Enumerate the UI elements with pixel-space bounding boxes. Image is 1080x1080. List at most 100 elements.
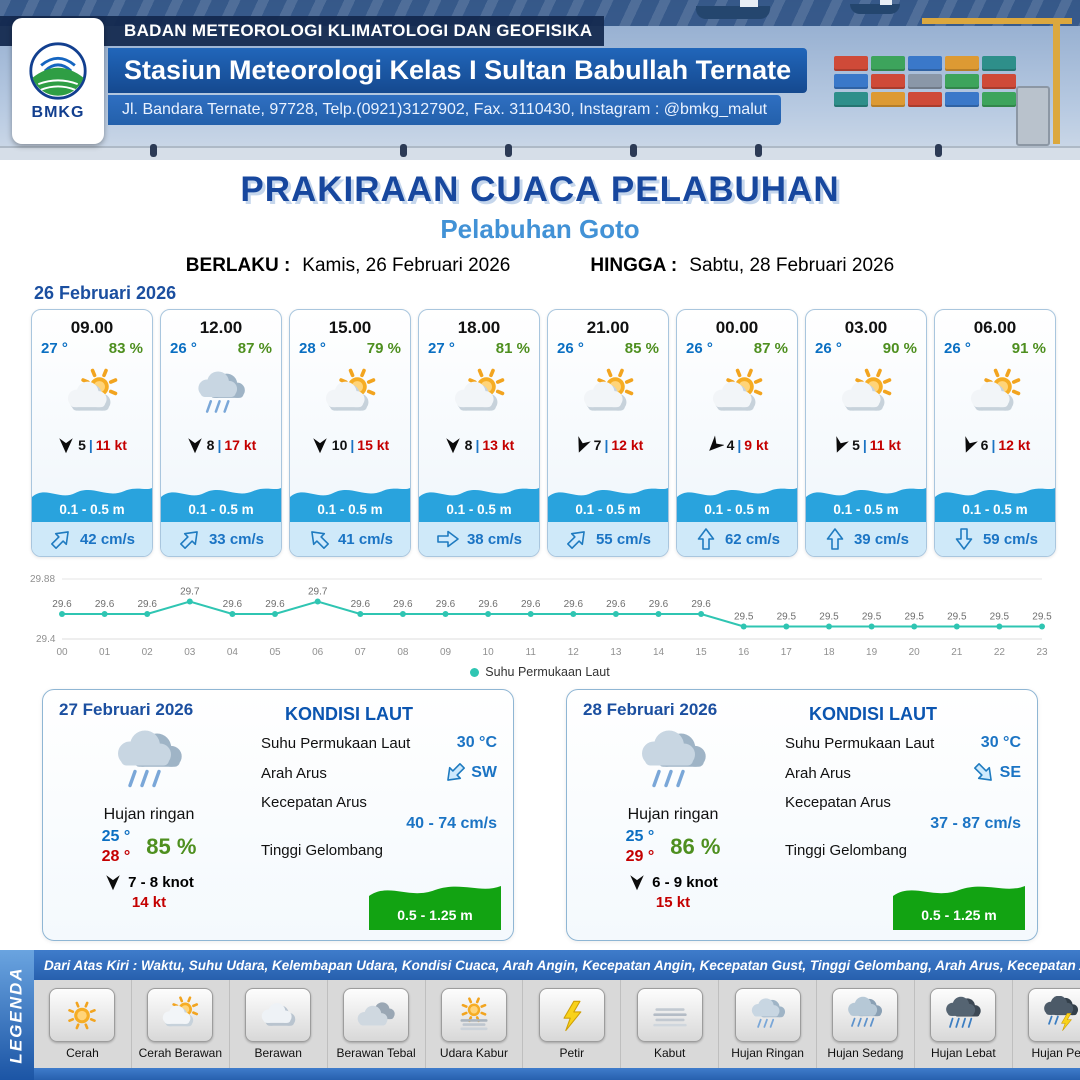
current-speed: 41 cm/s (337, 530, 394, 548)
current-speed: 62 cm/s (724, 530, 781, 548)
legend-item: Cerah Berawan (132, 980, 230, 1068)
current-direction-icon (436, 527, 460, 551)
air-temperature: 26 ° (170, 340, 197, 357)
wind-direction-icon (444, 435, 462, 455)
legend-item-label: Hujan Petir (1031, 1046, 1080, 1060)
wind-direction-icon (960, 435, 978, 455)
daily-temps: 25 ° 29 ° 86 % (626, 827, 721, 867)
wind-row: 7 - 8 knot (104, 872, 194, 892)
wave-height-band: 0.1 - 0.5 m (290, 478, 410, 522)
weather-icon (57, 359, 127, 431)
legend-vertical-label: LEGENDA (7, 966, 26, 1064)
bmkg-logo-text: BMKG (31, 103, 85, 121)
legend-item: Hujan Sedang (817, 980, 915, 1068)
svg-text:29.6: 29.6 (436, 599, 456, 610)
wind-row: 4 | 9 kt (706, 435, 768, 455)
humidity: 81 % (495, 340, 530, 357)
legend-item: Cerah (34, 980, 132, 1068)
hingga-label: HINGGA : (590, 255, 678, 276)
wind-speed-range: 6 - 9 knot (652, 873, 718, 891)
wave-height-value: 0.1 - 0.5 m (962, 502, 1028, 517)
bmkg-logo: BMKG (12, 18, 104, 144)
temp-humidity-row: 28 ° 79 % (290, 338, 410, 357)
svg-text:29.6: 29.6 (564, 599, 584, 610)
wave-height-value: 0.1 - 0.5 m (317, 502, 383, 517)
humidity: 85 % (146, 834, 197, 859)
hingga-value: Sabtu, 28 Februari 2026 (689, 255, 895, 276)
weather-icon (444, 359, 514, 431)
hourly-forecast-card: 03.00 26 ° 90 % 5 | 11 kt 0.1 - 0.5 m 39… (805, 309, 927, 557)
station-name: Stasiun Meteorologi Kelas I Sultan Babul… (108, 48, 808, 93)
air-temperature: 27 ° (428, 340, 455, 357)
forecast-date-label: 26 Februari 2026 (34, 283, 177, 303)
ship-silhouette (696, 6, 770, 19)
temp-humidity-row: 26 ° 91 % (935, 338, 1055, 357)
wind-row: 8 | 13 kt (444, 435, 514, 455)
forecast-time: 03.00 (844, 318, 888, 337)
berlaku-value: Kamis, 26 Februari 2026 (302, 255, 511, 276)
current-speed: 33 cm/s (208, 530, 265, 548)
svg-text:29.7: 29.7 (308, 587, 328, 598)
current-direction-icon (565, 527, 589, 551)
wind-row: 7 | 12 kt (573, 435, 643, 455)
current-direction-value: SE (999, 764, 1021, 781)
wind-speed: 8 (206, 437, 215, 453)
temp-humidity-row: 27 ° 83 % (32, 338, 152, 357)
svg-text:01: 01 (99, 647, 111, 658)
sst-value: 30 °C (456, 734, 497, 751)
legend-weather-icon (930, 988, 997, 1042)
current-speed: 59 cm/s (982, 530, 1039, 548)
legend-item: Kabut (621, 980, 720, 1068)
current-speed: 55 cm/s (595, 530, 652, 548)
legend-item: Berawan (230, 980, 328, 1068)
current-direction-icon (178, 527, 202, 551)
humidity: 86 % (670, 834, 721, 859)
wave-height-value: 0.5 - 1.25 m (921, 907, 997, 923)
current-speed-value: 37 - 87 cm/s (930, 815, 1021, 832)
legend-vertical-bar: LEGENDA (0, 950, 34, 1080)
svg-text:13: 13 (610, 647, 622, 658)
ship-cabin (740, 0, 758, 7)
person-silhouette (150, 144, 157, 157)
current-speed-value: 40 - 74 cm/s (406, 815, 497, 832)
svg-text:08: 08 (397, 647, 409, 658)
current-direction-label: Arah Arus (261, 764, 327, 782)
humidity: 90 % (882, 340, 917, 357)
forecast-time: 18.00 (457, 318, 501, 337)
svg-text:12: 12 (568, 647, 580, 658)
legend-item-label: Udara Kabur (439, 1046, 508, 1060)
svg-text:15: 15 (696, 647, 708, 658)
legend-weather-icon (734, 988, 801, 1042)
separator: | (350, 437, 355, 453)
wave-shape (935, 488, 1055, 522)
wind-direction-icon (311, 435, 329, 455)
air-temperature: 28 ° (299, 340, 326, 357)
svg-text:29.5: 29.5 (990, 612, 1010, 623)
current-row: 41 cm/s (290, 522, 410, 556)
air-temperature: 26 ° (686, 340, 713, 357)
wave-shape (369, 886, 501, 930)
wave-height-value: 0.1 - 0.5 m (704, 502, 770, 517)
wind-speed: 6 (980, 437, 989, 453)
gust-speed: 12 kt (998, 437, 1031, 453)
daily-forecast-card: 28 Februari 2026 Hujan ringan 25 ° 29 ° … (566, 689, 1038, 941)
wave-height-value: 0.1 - 0.5 m (575, 502, 641, 517)
legend-item: Udara Kabur (426, 980, 524, 1068)
svg-text:10: 10 (483, 647, 495, 658)
sst-line-chart: 29.88 29.4 29.6 00 29.6 01 29.6 02 29.7 03 29.6 04 2… (30, 574, 1052, 658)
sea-condition-column: KONDISI LAUT Suhu Permukaan Laut 30 °C A… (779, 690, 1037, 940)
svg-text:29.5: 29.5 (777, 612, 797, 623)
svg-text:29.6: 29.6 (52, 599, 72, 610)
wind-direction-icon (628, 872, 646, 892)
wind-direction-icon (186, 435, 204, 455)
svg-text:23: 23 (1036, 647, 1048, 658)
person-silhouette (630, 144, 637, 157)
min-temperature: 25 ° (101, 828, 131, 845)
hourly-forecast-card: 12.00 26 ° 87 % 8 | 17 kt 0.1 - 0.5 m 33… (160, 309, 282, 557)
current-row: 42 cm/s (32, 522, 152, 556)
wave-height-band: 0.1 - 0.5 m (32, 478, 152, 522)
current-direction-icon (49, 527, 73, 551)
weather-icon (573, 359, 643, 431)
sst-value: 30 °C (980, 734, 1021, 751)
